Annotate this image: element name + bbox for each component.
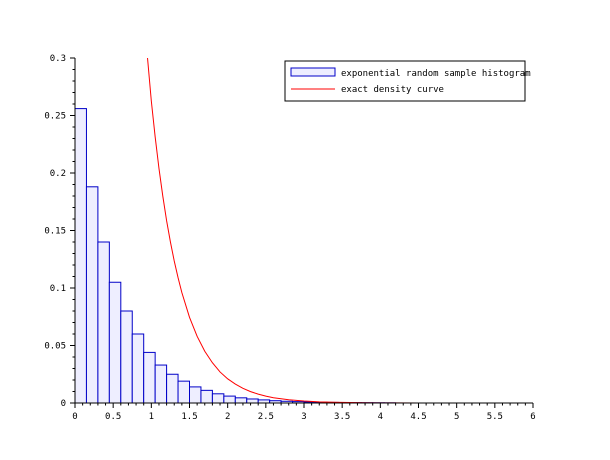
histogram-bar-15 <box>246 398 259 404</box>
x-tick-label-12: 6 <box>530 412 535 422</box>
x-tick-label-4: 2 <box>225 412 230 422</box>
histogram-bar-14 <box>234 397 248 404</box>
x-tick-label-8: 4 <box>378 412 383 422</box>
x-tick-label-1: 0.5 <box>105 412 121 422</box>
histogram-bar-6 <box>143 351 156 404</box>
y-tick-label-1: 0.05 <box>44 342 66 352</box>
x-tick-label-6: 3 <box>301 412 306 422</box>
histogram-bar-5 <box>131 333 145 404</box>
y-tick-label-6: 0.3 <box>50 54 66 64</box>
x-tick-label-7: 3.5 <box>334 412 350 422</box>
legend-label-curve: exact density curve <box>341 85 444 95</box>
x-axis-ticks: 0 0.5 1 1.5 2 2.5 3 3.5 4 4.5 5 5.5 6 <box>72 403 536 422</box>
x-tick-label-5: 2.5 <box>258 412 274 422</box>
density-curve-line <box>147 57 533 404</box>
y-tick-label-2: 0.1 <box>50 284 66 294</box>
y-axis-ticks: 0 0.05 0.1 0.15 0.2 0.25 0.3 <box>44 54 75 409</box>
x-tick-label-10: 5 <box>454 412 459 422</box>
x-tick-label-9: 4.5 <box>410 412 426 422</box>
histogram-bars <box>74 108 397 404</box>
y-tick-label-3: 0.15 <box>44 227 66 237</box>
y-tick-label-5: 0.25 <box>44 112 66 122</box>
y-tick-label-0: 0 <box>61 399 66 409</box>
histogram-bar-0 <box>74 108 87 404</box>
legend-label-histogram: exponential random sample histogram <box>341 69 531 79</box>
histogram-bar-9 <box>177 380 191 404</box>
legend-box <box>284 60 526 102</box>
x-tick-label-11: 5.5 <box>487 412 503 422</box>
histogram-bar-3 <box>108 281 122 404</box>
histogram-bar-11 <box>200 389 213 404</box>
legend-swatch-histogram <box>290 67 336 77</box>
density-curve-layer <box>147 57 533 404</box>
histogram-bar-1 <box>85 186 99 404</box>
legend: exponential random sample histogram exac… <box>284 60 531 102</box>
x-tick-label-0: 0 <box>72 412 77 422</box>
y-tick-label-4: 0.2 <box>50 169 66 179</box>
histogram-bar-10 <box>189 386 202 404</box>
histogram-bar-13 <box>223 395 236 404</box>
histogram-bar-12 <box>211 393 225 404</box>
histogram-bar-4 <box>120 310 133 404</box>
histogram-bar-2 <box>97 241 110 404</box>
x-tick-label-3: 1.5 <box>181 412 197 422</box>
histogram-bar-8 <box>166 373 179 404</box>
histogram-bar-7 <box>154 364 168 404</box>
x-tick-label-2: 1 <box>149 412 154 422</box>
